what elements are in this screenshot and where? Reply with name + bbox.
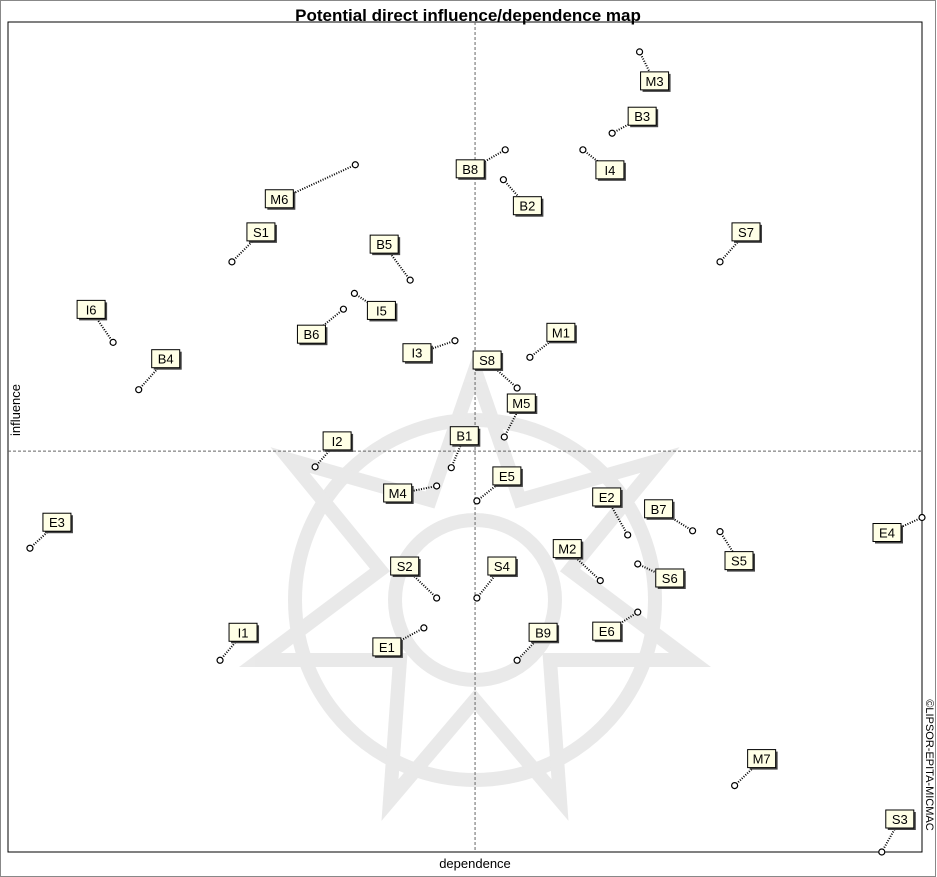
point bbox=[340, 306, 346, 312]
point bbox=[229, 259, 235, 265]
point bbox=[609, 130, 615, 136]
point-label: I4 bbox=[604, 163, 615, 178]
credit: ©LIPSOR-EPITA-MICMAC bbox=[923, 699, 935, 830]
point bbox=[637, 49, 643, 55]
point bbox=[434, 595, 440, 601]
x-axis-label: dependence bbox=[439, 856, 511, 871]
point-label: S3 bbox=[892, 812, 908, 827]
point-label: S4 bbox=[494, 559, 510, 574]
point bbox=[717, 259, 723, 265]
point-label: B9 bbox=[535, 625, 551, 640]
point-label: S8 bbox=[479, 353, 495, 368]
point bbox=[879, 849, 885, 855]
point bbox=[452, 338, 458, 344]
point-label: I1 bbox=[238, 625, 249, 640]
point bbox=[474, 498, 480, 504]
point-label: I3 bbox=[412, 346, 423, 361]
point bbox=[635, 561, 641, 567]
chart-title: Potential direct influence/dependence ma… bbox=[295, 6, 641, 25]
point bbox=[217, 657, 223, 663]
point-label: E3 bbox=[49, 515, 65, 530]
point-label: B4 bbox=[158, 352, 174, 367]
point bbox=[635, 609, 641, 615]
point bbox=[732, 783, 738, 789]
point bbox=[580, 147, 586, 153]
point-label: M6 bbox=[270, 192, 288, 207]
point-label: E4 bbox=[879, 526, 895, 541]
point-label: M4 bbox=[389, 486, 407, 501]
point bbox=[352, 162, 358, 168]
point-label: B3 bbox=[634, 109, 650, 124]
point-label: I5 bbox=[376, 303, 387, 318]
point bbox=[110, 339, 116, 345]
point bbox=[421, 625, 427, 631]
point bbox=[919, 515, 925, 521]
point bbox=[407, 277, 413, 283]
point-label: B8 bbox=[462, 162, 478, 177]
point-label: B6 bbox=[303, 327, 319, 342]
point-label: B5 bbox=[376, 237, 392, 252]
point-label: E2 bbox=[599, 490, 615, 505]
point-label: E6 bbox=[599, 624, 615, 639]
point-label: B2 bbox=[519, 199, 535, 214]
point-label: E5 bbox=[499, 469, 515, 484]
point bbox=[312, 464, 318, 470]
point bbox=[27, 545, 33, 551]
point bbox=[514, 385, 520, 391]
point-label: I6 bbox=[86, 302, 97, 317]
chart: Potential direct influence/dependence ma… bbox=[0, 0, 937, 877]
point-label: S2 bbox=[397, 559, 413, 574]
point-label: S6 bbox=[662, 571, 678, 586]
point-label: S5 bbox=[731, 554, 747, 569]
point bbox=[527, 354, 533, 360]
y-axis-label: influence bbox=[8, 384, 23, 436]
point-label: B7 bbox=[651, 502, 667, 517]
point bbox=[434, 483, 440, 489]
point bbox=[514, 657, 520, 663]
point bbox=[474, 595, 480, 601]
point bbox=[625, 532, 631, 538]
point-label: S1 bbox=[253, 225, 269, 240]
point-label: M7 bbox=[753, 752, 771, 767]
point-label: I2 bbox=[332, 434, 343, 449]
point bbox=[597, 578, 603, 584]
point bbox=[717, 529, 723, 535]
point-label: E1 bbox=[379, 640, 395, 655]
point-label: B1 bbox=[456, 429, 472, 444]
point-label: S7 bbox=[738, 225, 754, 240]
point bbox=[502, 147, 508, 153]
point bbox=[500, 177, 506, 183]
point-label: M3 bbox=[646, 74, 664, 89]
point-label: M5 bbox=[512, 396, 530, 411]
point bbox=[351, 290, 357, 296]
point bbox=[448, 465, 454, 471]
point-label: M2 bbox=[558, 542, 576, 557]
point-label: M1 bbox=[552, 325, 570, 340]
point bbox=[690, 528, 696, 534]
point bbox=[136, 387, 142, 393]
point bbox=[501, 434, 507, 440]
